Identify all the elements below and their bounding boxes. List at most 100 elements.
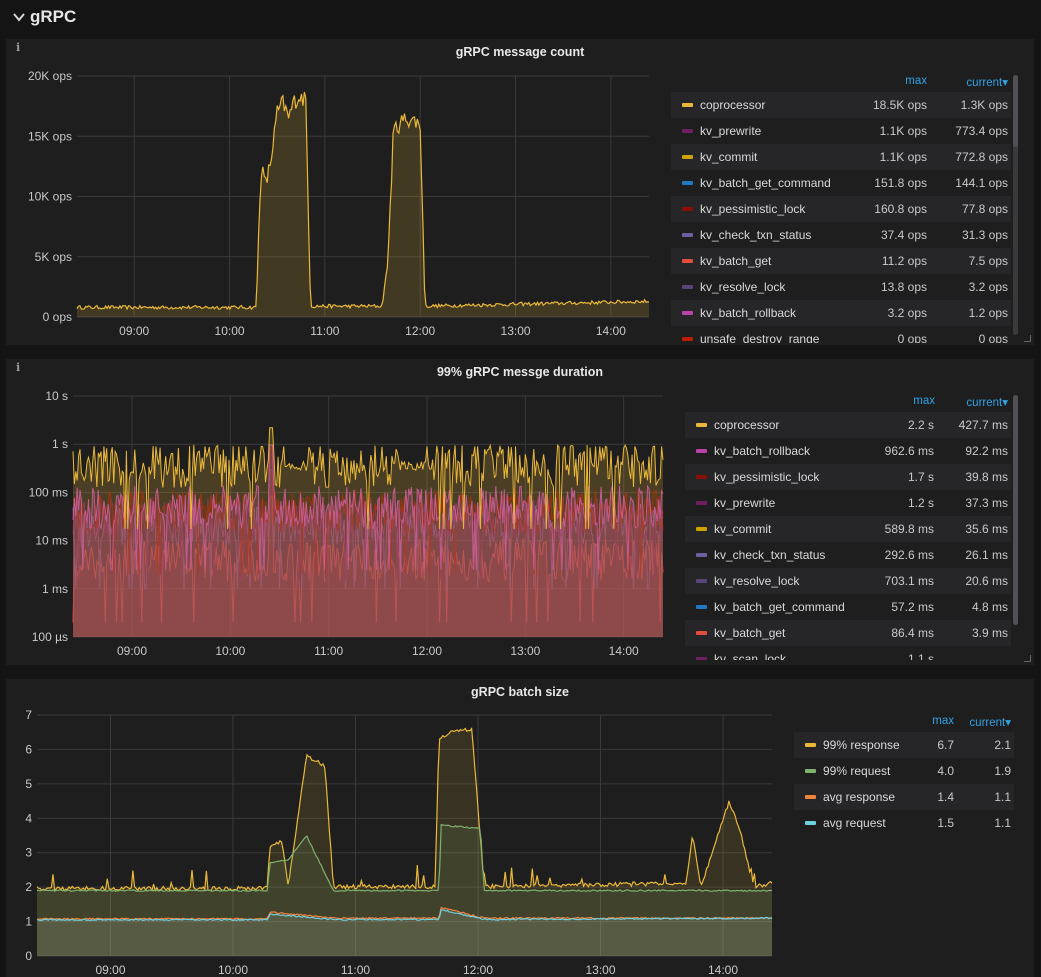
series-color-swatch[interactable] [682,207,693,211]
legend-series-name[interactable]: kv_commit [700,150,758,164]
series-color-swatch[interactable] [682,129,693,133]
series-color-swatch[interactable] [682,311,693,315]
series-color-swatch[interactable] [682,181,693,185]
resize-handle[interactable] [1024,655,1031,662]
series-line-coprocessor[interactable] [72,427,664,529]
legend-item[interactable]: kv_batch_get_command 57.2 ms 4.8 ms [685,594,1011,620]
legend-series-name[interactable]: kv_batch_rollback [714,444,811,458]
legend-header-max[interactable]: max [905,75,927,87]
series-color-swatch[interactable] [696,423,707,427]
series-color-swatch[interactable] [696,579,707,583]
legend-item[interactable]: kv_prewrite 1.2 s 37.3 ms [685,490,1011,516]
series-color-swatch[interactable] [682,155,693,159]
series-line-kv-batch-get[interactable] [72,496,664,623]
series-line-99-response[interactable] [36,727,773,893]
series-color-swatch[interactable] [696,449,707,453]
legend-series-name[interactable]: coprocessor [714,418,780,432]
series-color-swatch[interactable] [805,821,816,825]
legend-series-name[interactable]: kv_batch_get [714,626,786,640]
series-color-swatch[interactable] [805,743,816,747]
legend-message-count: max current▾ coprocessor 18.5K ops 1.3K op… [671,75,1011,343]
chart-message-count[interactable]: 0 ops 5K ops 10K ops 15K ops 20K ops 09:00 10:… [6,39,666,345]
legend-item[interactable]: kv_pessimistic_lock 160.8 ops 77.8 ops [671,196,1011,222]
legend-item[interactable]: kv_prewrite 1.1K ops 773.4 ops [671,118,1011,144]
legend-series-name[interactable]: avg request [823,816,886,830]
legend-item[interactable]: coprocessor 2.2 s 427.7 ms [685,412,1011,438]
legend-series-name[interactable]: kv_resolve_lock [700,280,786,294]
legend-series-name[interactable]: kv_check_txn_status [700,228,812,242]
legend-item[interactable]: kv_check_txn_status 37.4 ops 31.3 ops [671,222,1011,248]
series-color-swatch[interactable] [805,795,816,799]
legend-header-current[interactable]: current▾ [969,717,1011,729]
legend-series-name[interactable]: kv_batch_get [700,254,772,268]
legend-item[interactable]: kv_commit 589.8 ms 35.6 ms [685,516,1011,542]
legend-header-current[interactable]: current▾ [966,77,1008,89]
legend-series-name[interactable]: 99% request [823,764,891,778]
series-line-coprocessor[interactable] [76,91,650,311]
legend-item[interactable]: kv_resolve_lock 13.8 ops 3.2 ops [671,274,1011,300]
legend-item[interactable]: unsafe_destroy_range 0 ops 0 ops [671,326,1011,343]
series-line-avg-request[interactable] [36,909,773,922]
legend-series-name[interactable]: kv_commit [714,522,772,536]
legend-item[interactable]: kv_batch_rollback 3.2 ops 1.2 ops [671,300,1011,326]
legend-series-name[interactable]: kv_prewrite [700,124,762,138]
series-color-swatch[interactable] [696,605,707,609]
legend-scroll-thumb[interactable] [1013,395,1018,625]
legend-item[interactable]: kv_check_txn_status 292.6 ms 26.1 ms [685,542,1011,568]
legend-scrollbar[interactable] [1013,75,1018,335]
info-icon[interactable]: i [16,361,21,374]
legend-series-name[interactable]: kv_check_txn_status [714,548,826,562]
series-color-swatch[interactable] [805,769,816,773]
legend-series-name[interactable]: kv_scan_lock [714,652,787,660]
legend-item[interactable]: kv_pessimistic_lock 1.7 s 39.8 ms [685,464,1011,490]
legend-series-name[interactable]: kv_prewrite [714,496,776,510]
legend-header-current[interactable]: current▾ [966,397,1008,409]
y-tick-label: 100 ms [29,485,68,499]
series-line-99-request[interactable] [36,823,773,893]
legend-series-name[interactable]: kv_resolve_lock [714,574,800,588]
legend-item[interactable]: kv_batch_get 11.2 ops 7.5 ops [671,248,1011,274]
legend-item[interactable]: avg request 1.5 1.1 [794,810,1014,836]
legend-header-max[interactable]: max [932,715,954,727]
legend-item[interactable]: avg response 1.4 1.1 [794,784,1014,810]
legend-series-name[interactable]: kv_batch_rollback [700,306,797,320]
legend-item[interactable]: kv_scan_lock 1.1 s [685,646,1011,660]
chevron-down-icon[interactable] [12,10,26,24]
row-header[interactable]: gRPC [0,0,1041,34]
chart-message-duration[interactable]: 100 µs 1 ms 10 ms 100 ms 1 s 10 s 09:00 10:00 11… [6,359,681,665]
series-color-swatch[interactable] [682,337,693,341]
series-color-swatch[interactable] [696,527,707,531]
series-color-swatch[interactable] [696,553,707,557]
series-color-swatch[interactable] [696,631,707,635]
legend-scroll-thumb[interactable] [1013,75,1018,147]
chart-batch-size[interactable]: 0 1 2 3 4 5 6 7 09:00 10:00 11:00 12:00 13:00 14:00 [6,679,791,977]
legend-series-name[interactable]: kv_batch_get_command [714,600,845,614]
legend-header-max[interactable]: max [913,395,935,407]
series-color-swatch[interactable] [696,475,707,479]
legend-scrollbar[interactable] [1013,395,1018,625]
legend-series-name[interactable]: coprocessor [700,98,766,112]
legend-item[interactable]: coprocessor 18.5K ops 1.3K ops [671,92,1011,118]
legend-series-name[interactable]: avg response [823,790,896,804]
info-icon[interactable]: i [16,41,21,54]
series-color-swatch[interactable] [696,501,707,505]
resize-handle[interactable] [1024,335,1031,342]
legend-item[interactable]: 99% request 4.0 1.9 [794,758,1014,784]
series-color-swatch[interactable] [682,233,693,237]
legend-series-name[interactable]: 99% response [823,738,900,752]
series-line-kv-check-txn-status[interactable] [72,469,664,590]
legend-series-name[interactable]: kv_pessimistic_lock [700,202,806,216]
series-color-swatch[interactable] [696,657,707,660]
series-color-swatch[interactable] [682,103,693,107]
legend-item[interactable]: kv_batch_get_command 151.8 ops 144.1 ops [671,170,1011,196]
series-color-swatch[interactable] [682,259,693,263]
legend-series-name[interactable]: kv_pessimistic_lock [714,470,820,484]
legend-item[interactable]: kv_resolve_lock 703.1 ms 20.6 ms [685,568,1011,594]
legend-series-name[interactable]: unsafe_destroy_range [700,332,820,343]
legend-item[interactable]: kv_commit 1.1K ops 772.8 ops [671,144,1011,170]
legend-item[interactable]: kv_batch_rollback 962.6 ms 92.2 ms [685,438,1011,464]
series-color-swatch[interactable] [682,285,693,289]
legend-item[interactable]: 99% response 6.7 2.1 [794,732,1014,758]
legend-item[interactable]: kv_batch_get 86.4 ms 3.9 ms [685,620,1011,646]
legend-series-name[interactable]: kv_batch_get_command [700,176,831,190]
